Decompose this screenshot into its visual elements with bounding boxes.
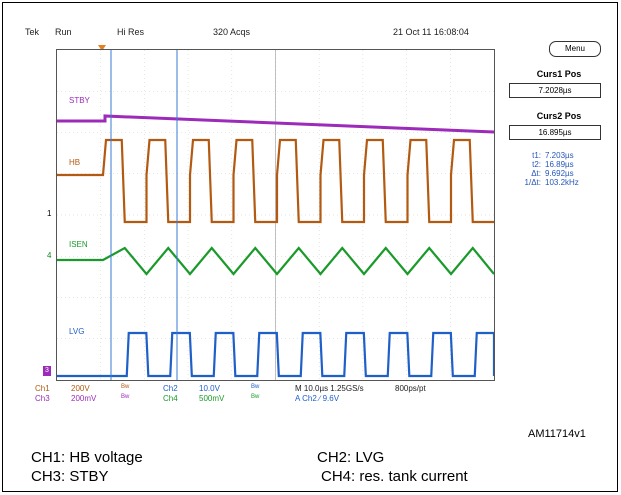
readout-value: 16.89µs xyxy=(545,160,574,169)
hb-trace xyxy=(57,138,494,224)
isen-trace xyxy=(57,246,494,276)
caption-ch1: CH1: HB voltage xyxy=(31,449,143,466)
ch2-label: Ch2 xyxy=(163,384,178,393)
ch1-bw: Bw xyxy=(121,384,130,390)
readout-row: Δt: 9.692µs xyxy=(509,169,609,178)
curs1-title: Curs1 Pos xyxy=(536,69,582,79)
ch4-label: Ch4 xyxy=(163,394,178,403)
run-state: Run xyxy=(55,27,72,37)
acquisition-mode: Hi Res xyxy=(117,27,145,37)
ch4-ground-ref: 4 xyxy=(47,251,52,260)
label-lvg: LVG xyxy=(69,327,85,336)
lvg-trace xyxy=(57,331,494,378)
figure-id: AM11714v1 xyxy=(528,428,586,440)
ch4-bw: Bw xyxy=(251,394,260,400)
ch3-label: Ch3 xyxy=(35,394,50,403)
ch1-scale: 200V xyxy=(71,384,90,393)
datetime: 21 Oct 11 16:08:04 xyxy=(393,27,469,37)
ch3-bw: Bw xyxy=(121,394,130,400)
readout-key: t2: xyxy=(532,160,541,169)
curs2-value[interactable]: 16.895µs xyxy=(509,125,601,140)
readout-value: 7.203µs xyxy=(545,151,574,160)
readout-row: 1/Δt: 103.2kHz xyxy=(509,178,609,187)
curs1-value[interactable]: 7.2028µs xyxy=(509,83,601,98)
ch4-scale: 500mV xyxy=(199,394,225,403)
ch1-label: Ch1 xyxy=(35,384,50,393)
channel-settings: Ch1 200V Bw Ch3 200mV Bw Ch2 10.0V Bw Ch… xyxy=(33,384,498,408)
timebase: M 10.0µs 1.25GS/s xyxy=(295,384,364,393)
readout-row: t2: 16.89µs xyxy=(509,160,609,169)
channel-captions: CH1: HB voltage CH2: LVG CH3: STBY CH4: … xyxy=(31,449,611,489)
label-stby: STBY xyxy=(69,96,90,105)
ch2-bw: Bw xyxy=(251,384,260,390)
cursor-readout: t1: 7.203µs t2: 16.89µs Δt: 9.692µs 1/Δt: 103.2… xyxy=(509,151,609,187)
waveform-display xyxy=(57,50,494,380)
ch3-ground-ref: 3 xyxy=(43,366,51,376)
scope-screen: STBY HB ISEN LVG xyxy=(56,49,495,381)
readout-row: t1: 7.203µs xyxy=(509,151,609,160)
sample-resolution: 800ps/pt xyxy=(395,384,426,393)
trigger-setting: A Ch2 ∕ 9.6V xyxy=(295,394,340,403)
label-isen: ISEN xyxy=(69,240,88,249)
acquisition-count: 320 Acqs xyxy=(213,27,251,37)
label-hb: HB xyxy=(69,158,81,167)
ch2-scale: 10.0V xyxy=(199,384,220,393)
readout-value: 103.2kHz xyxy=(545,178,579,187)
curs2-title: Curs2 Pos xyxy=(536,111,582,121)
menu-button[interactable]: Menu xyxy=(549,41,601,57)
ch1-ground-ref: 1 xyxy=(47,209,52,218)
readout-key: Δt: xyxy=(531,169,541,178)
readout-value: 9.692µs xyxy=(545,169,574,178)
readout-key: t1: xyxy=(532,151,541,160)
caption-ch3: CH3: STBY xyxy=(31,468,109,485)
stby-trace xyxy=(57,114,494,134)
caption-ch2: CH2: LVG xyxy=(317,449,385,466)
readout-key: 1/Δt: xyxy=(524,178,541,187)
caption-ch4: CH4: res. tank current xyxy=(321,468,468,485)
trigger-position-marker xyxy=(98,45,106,51)
scope-brand: Tek xyxy=(25,27,40,37)
ch3-scale: 200mV xyxy=(71,394,97,403)
